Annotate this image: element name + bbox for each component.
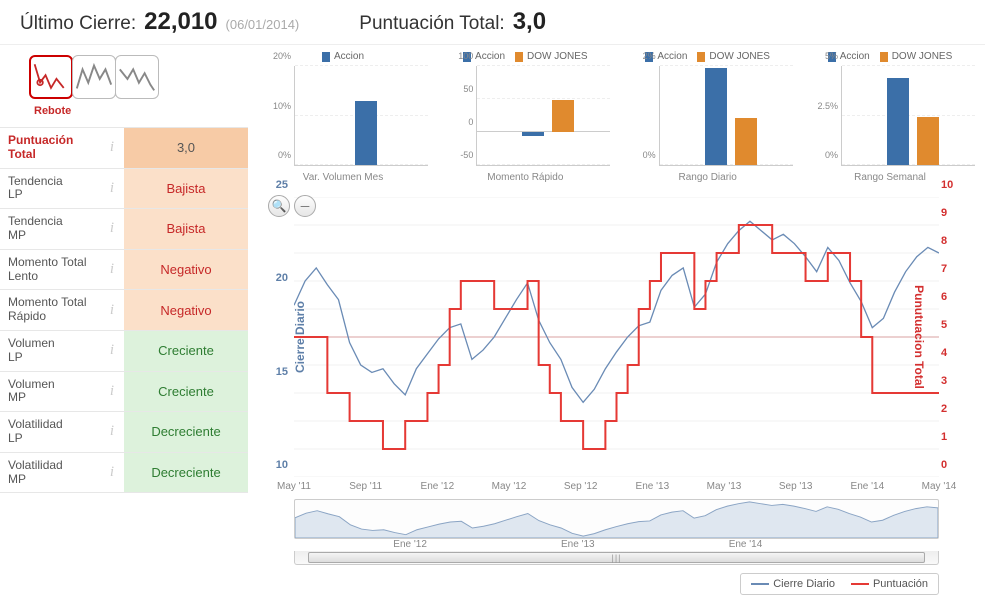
mini-chart: AccionDOW JONES0%2%Rango Diario [623, 51, 793, 183]
bar [705, 68, 727, 165]
nav-x-tick: Ene '14 [729, 539, 763, 550]
y-axis-left-label: Cierre Diario [293, 301, 307, 373]
metric-label: Momento TotalRápido [0, 290, 100, 331]
nav-x-tick: Ene '13 [561, 539, 595, 550]
x-tick: May '13 [707, 481, 742, 492]
metric-label: VolatilidadMP [0, 452, 100, 493]
metric-value: Negativo [124, 249, 248, 290]
x-tick: May '14 [922, 481, 957, 492]
x-tick: May '12 [492, 481, 527, 492]
navigator-x-ticks: Ene '12 Ene '13 Ene '14 [294, 539, 939, 551]
legend-item: Puntuación [851, 578, 928, 590]
mini-chart: AccionDOW JONES0%2.5%5%Rango Semanal [805, 51, 975, 183]
metric-label: VolumenLP [0, 330, 100, 371]
info-icon[interactable]: i [100, 452, 124, 493]
info-icon[interactable]: i [100, 371, 124, 412]
last-close-value: 22,010 [144, 8, 217, 36]
main-chart[interactable]: Cierre Diario Punutuacion Total 10152025… [294, 197, 939, 477]
grip-icon: ||| [611, 553, 621, 563]
trend-pattern-selector [0, 45, 248, 103]
mini-plot: 0%2% [659, 66, 793, 166]
x-tick: Sep '11 [349, 481, 382, 492]
rebote-label: Rebote [34, 105, 248, 117]
legend-item: DOW JONES [880, 51, 953, 62]
mini-chart: Accion0%10%20%Var. Volumen Mes [258, 51, 428, 183]
bar [735, 118, 757, 165]
mini-chart: AccionDOW JONES-50050100Momento Rápido [440, 51, 610, 183]
x-tick: Sep '13 [779, 481, 813, 492]
metric-value: Decreciente [124, 412, 248, 453]
legend-item: Accion [322, 51, 364, 62]
x-tick: Ene '12 [421, 481, 455, 492]
info-icon[interactable]: i [100, 249, 124, 290]
metric-label: VolumenMP [0, 371, 100, 412]
navigator-scrollbar[interactable]: ||| [294, 551, 939, 565]
chart-legend: Cierre Diario Puntuación [740, 573, 939, 595]
metric-value: 3,0 [124, 128, 248, 169]
bar [917, 117, 939, 165]
metric-label: Momento TotalLento [0, 249, 100, 290]
trend-icon-rebote[interactable] [29, 55, 73, 99]
trend-icon-3[interactable] [115, 55, 159, 99]
zoom-in-button[interactable]: 🔍 [268, 195, 290, 217]
legend-item: DOW JONES [515, 51, 588, 62]
bar [355, 101, 377, 165]
metric-value: Bajista [124, 209, 248, 250]
mini-chart-title: Rango Diario [623, 172, 793, 183]
nav-x-tick: Ene '12 [393, 539, 427, 550]
metric-label: VolatilidadLP [0, 412, 100, 453]
x-tick: Ene '13 [636, 481, 670, 492]
info-icon[interactable]: i [100, 330, 124, 371]
metric-label: TendenciaMP [0, 209, 100, 250]
main-chart-area: 🔍 － Cierre Diario Punutuacion Total 1015… [258, 197, 975, 595]
metric-value: Creciente [124, 330, 248, 371]
y-axis-right-label: Punutuacion Total [912, 285, 926, 389]
metrics-table: PuntuaciónTotal i 3,0 TendenciaLP i Bajis… [0, 127, 248, 493]
mini-plot: 0%10%20% [294, 66, 428, 166]
last-close-label: Último Cierre: [20, 13, 136, 35]
metric-value: Negativo [124, 290, 248, 331]
x-tick: Ene '14 [851, 481, 885, 492]
mini-charts-row: Accion0%10%20%Var. Volumen MesAccionDOW … [258, 51, 975, 183]
x-tick: May '11 [277, 481, 311, 492]
mini-plot: -50050100 [476, 66, 610, 166]
bar [552, 100, 574, 132]
score-label: Puntuación Total: [359, 13, 504, 35]
navigator-thumb[interactable]: ||| [308, 552, 925, 563]
legend-item: DOW JONES [697, 51, 770, 62]
mini-plot: 0%2.5%5% [841, 66, 975, 166]
last-close-date: (06/01/2014) [226, 17, 300, 32]
metric-value: Bajista [124, 168, 248, 209]
info-icon[interactable]: i [100, 412, 124, 453]
bar [887, 78, 909, 165]
bar [522, 132, 544, 136]
mini-chart-title: Momento Rápido [440, 172, 610, 183]
metric-value: Decreciente [124, 452, 248, 493]
info-icon[interactable]: i [100, 168, 124, 209]
info-icon[interactable]: i [100, 290, 124, 331]
x-axis-ticks: May '11Sep '11Ene '12May '12Sep '12Ene '… [294, 481, 939, 495]
info-icon[interactable]: i [100, 128, 124, 169]
score-value: 3,0 [513, 8, 546, 36]
metric-value: Creciente [124, 371, 248, 412]
x-tick: Sep '12 [564, 481, 598, 492]
top-header: Último Cierre: 22,010 (06/01/2014) Puntu… [0, 0, 985, 45]
legend-item: Cierre Diario [751, 578, 835, 590]
trend-icon-2[interactable] [72, 55, 116, 99]
info-icon[interactable]: i [100, 209, 124, 250]
navigator-chart[interactable] [294, 499, 939, 539]
metric-label: TendenciaLP [0, 168, 100, 209]
zoom-out-button[interactable]: － [294, 195, 316, 217]
metric-label: PuntuaciónTotal [0, 128, 100, 169]
